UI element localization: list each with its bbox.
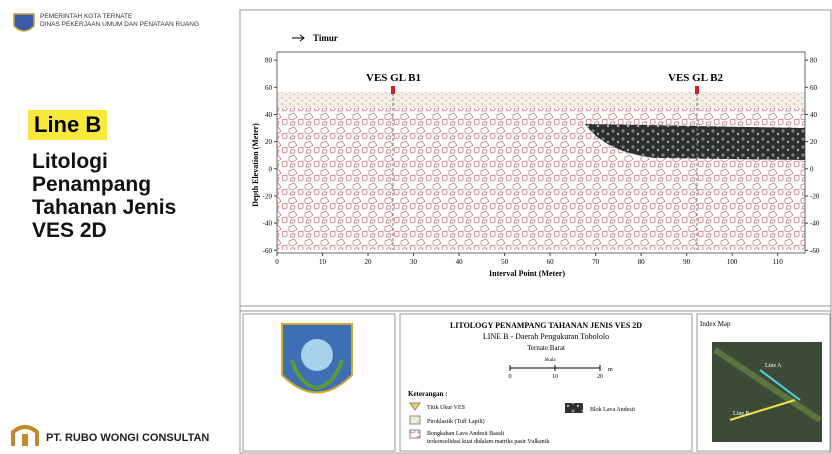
y-tick-label: -40	[263, 220, 273, 228]
title-line: Litologi	[32, 150, 108, 173]
x-tick-label: 110	[773, 258, 784, 266]
scale-unit: m	[608, 367, 613, 373]
map-label: Line B	[733, 411, 750, 417]
x-tick-label: 0	[275, 258, 279, 266]
axes: 0 10 20 30 40 50 60 70 80 90 100 110 -60 -60 -40 -40 -20…	[263, 51, 820, 266]
legend-item: Bongkahan Lava Andesit Basalt	[427, 431, 504, 437]
lava-block	[585, 124, 805, 160]
scale-title: Skala	[544, 358, 556, 363]
y-tick-label: -40	[810, 220, 820, 228]
slide-title: Litologi Penampang Tahanan Jenis VES 2D	[32, 150, 176, 242]
ves-label: VES GL B1	[366, 72, 421, 84]
legend-item: Blok Lava Andesit	[590, 407, 635, 413]
y-tick-label: -20	[263, 192, 273, 200]
scale-tick: 10	[552, 374, 558, 380]
y-tick-label: 0	[269, 165, 273, 173]
frame	[239, 9, 832, 454]
x-axis-label: Interval Point (Meter)	[489, 269, 565, 278]
x-tick-label: 100	[727, 258, 738, 266]
y-tick-label: 0	[810, 165, 814, 173]
map-line	[759, 369, 801, 401]
legend-subtitle: LINE B - Daerah Pengukuran Tobololo	[483, 332, 609, 341]
x-tick-label: 70	[592, 258, 600, 266]
legend-location: Ternate Barat	[527, 344, 565, 352]
company-name: PT. RUBO WONGI CONSULTAN	[46, 432, 210, 444]
scale-tick: 0	[509, 374, 512, 380]
legend-title: LITOLOGY PENAMPANG TAHANAN JENIS VES 2D	[450, 321, 642, 330]
y-tick-label: 20	[265, 138, 273, 146]
y-tick-label: 60	[810, 84, 818, 92]
y-tick-label: 20	[810, 138, 818, 146]
legend-item: terkonsolidasi kuat didalam matriks pasi…	[427, 439, 549, 445]
title-line: VES 2D	[32, 219, 107, 242]
legend-symbol	[409, 415, 421, 425]
y-tick-label: 40	[265, 111, 273, 119]
x-tick-label: 10	[319, 258, 327, 266]
map-label: Line A	[765, 363, 782, 369]
x-tick-label: 50	[501, 258, 509, 266]
plot-frame	[276, 51, 806, 254]
direction-label: Timur	[313, 33, 338, 43]
ves-marker	[391, 86, 395, 94]
map-line	[729, 399, 796, 421]
ves-label: VES GL B2	[668, 72, 724, 84]
company-logo	[11, 425, 39, 446]
map-title: Index Map	[700, 320, 731, 328]
x-tick-label: 80	[638, 258, 646, 266]
section-label: Line B	[28, 110, 108, 140]
y-tick-label: 60	[265, 84, 273, 92]
header-line: PEMERINTAH KOTA TERNATE	[40, 13, 133, 20]
y-axis-label: Depth Elevation (Meter)	[251, 123, 260, 207]
x-tick-label: 30	[410, 258, 418, 266]
scale-bar	[509, 365, 601, 371]
logo-detail	[301, 339, 333, 371]
x-tick-label: 90	[683, 258, 691, 266]
direction-arrow	[292, 34, 305, 42]
y-tick-label: 80	[265, 57, 273, 65]
y-tick-label: 80	[810, 57, 818, 65]
legend-symbol	[409, 402, 421, 411]
map-box	[696, 313, 831, 452]
header-line: DINAS PEKERJAAN UMUM DAN PENATAAN RUANG	[40, 21, 200, 28]
legend-symbol	[565, 403, 583, 413]
x-tick-label: 60	[547, 258, 555, 266]
legend-symbol	[409, 429, 421, 439]
x-tick-label: 40	[456, 258, 464, 266]
y-tick-label: -60	[263, 247, 273, 255]
tuff-layer	[277, 92, 805, 108]
legend-heading: Keterangan :	[408, 390, 447, 398]
y-tick-label: 40	[810, 111, 818, 119]
city-logo-small	[13, 13, 35, 32]
legend-item: Titik Ukur VES	[427, 405, 465, 411]
legend-item: Piroklastik (Tuff Lapili)	[427, 418, 485, 425]
logo-detail	[290, 359, 344, 391]
ves-marker	[695, 86, 699, 94]
title-line: Penampang	[32, 173, 152, 196]
header: PEMERINTAH KOTA TERNATE DINAS PEKERJAAN …	[40, 13, 199, 29]
scale-tick: 20	[597, 374, 603, 380]
map-terrain	[713, 347, 822, 423]
title-line: Tahanan Jenis	[32, 196, 177, 219]
x-tick-label: 20	[365, 258, 373, 266]
logo-box	[242, 313, 396, 452]
y-tick-label: -60	[810, 247, 820, 255]
title-box	[399, 313, 693, 452]
y-tick-label: -20	[810, 192, 820, 200]
